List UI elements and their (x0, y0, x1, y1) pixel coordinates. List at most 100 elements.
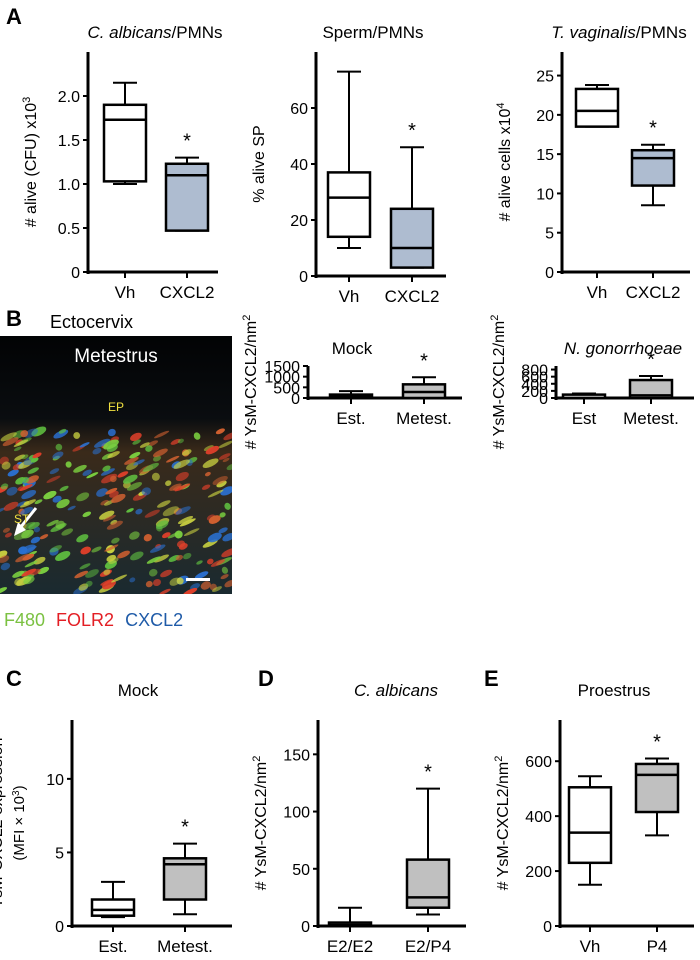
cell-mark (177, 438, 184, 444)
cell-mark (14, 454, 26, 461)
cell-mark (0, 432, 17, 442)
cell-mark (203, 445, 214, 452)
microscopy-texture (0, 336, 232, 594)
cell-mark (52, 495, 62, 503)
y-tick-label: 0 (55, 919, 64, 936)
chart-title: Mock (118, 681, 159, 700)
x-tick-label: Est (572, 409, 597, 428)
y-tick-label: 150 (283, 747, 310, 764)
y-tick-label: 400 (525, 809, 552, 826)
image-overlay-title: Metestrus (74, 346, 158, 367)
box-iqr (326, 171, 372, 239)
x-tick-label: Est. (98, 937, 127, 956)
cell-mark (52, 451, 64, 460)
cell-mark (67, 505, 76, 511)
chart-e1: 0 200 400 600 Vh P4 * Proestrus # YsM-CXCL2/nm2 (493, 681, 694, 956)
y-tick-label: 0 (545, 265, 554, 282)
y-axis-label: # alive (CFU) x103 (21, 97, 40, 228)
y-tick-label: 0 (301, 919, 310, 936)
cell-mark (177, 516, 194, 524)
cell-mark (109, 490, 119, 498)
box-Est. (90, 880, 136, 919)
cell-mark (2, 437, 19, 447)
cell-mark (129, 577, 136, 583)
chart-a3: 0 5 10 15 20 25 Vh CXCL2 * T. vaginalis/PMNs # ali… (495, 23, 690, 302)
x-tick-label: Metest. (396, 409, 452, 428)
y-axis-label: # YsM-CXCL2/nm2 (251, 756, 270, 891)
cell-mark (23, 576, 35, 585)
cell-mark (200, 581, 211, 590)
y-tick-label: 500 (273, 380, 300, 397)
cell-mark (176, 540, 186, 548)
significance-star: * (183, 131, 191, 153)
cell-mark (111, 537, 120, 544)
cell-mark (176, 577, 184, 585)
box-Metest.: * (628, 349, 674, 400)
cell-mark (111, 574, 128, 583)
cell-mark (0, 555, 10, 563)
cell-mark (74, 570, 89, 579)
cell-mark (132, 439, 141, 445)
box-iqr (574, 87, 620, 128)
cell-mark (226, 463, 232, 471)
y-tick-label: 0 (299, 269, 308, 286)
cell-mark (189, 583, 201, 590)
chart-title: Mock (332, 339, 373, 358)
cell-mark (20, 430, 29, 438)
cell-mark (173, 459, 190, 469)
cell-mark (82, 511, 92, 518)
cell-mark (21, 568, 37, 577)
y-tick-label: 40 (290, 157, 308, 174)
x-tick-label: Metest. (157, 937, 213, 956)
significance-star: * (424, 762, 432, 784)
cell-mark (175, 471, 189, 482)
cell-mark (20, 506, 34, 515)
cell-mark (133, 459, 145, 466)
cell-mark (165, 480, 172, 486)
cell-mark (21, 529, 34, 539)
box-iqr (102, 103, 148, 183)
cell-mark (0, 483, 9, 490)
box-CXCL2: * (630, 118, 676, 207)
cell-mark (204, 471, 211, 477)
cell-mark (218, 527, 228, 534)
cell-mark (79, 442, 90, 448)
cell-mark (0, 587, 8, 594)
cell-mark (49, 468, 60, 475)
cell-mark (175, 506, 191, 515)
x-tick-label: Est. (336, 409, 365, 428)
y-tick-label: 20 (290, 213, 308, 230)
significance-star: * (653, 731, 661, 753)
cell-mark (22, 476, 30, 483)
cell-mark (135, 508, 143, 515)
cell-mark (108, 557, 119, 565)
y-tick-label: 0.5 (58, 221, 80, 238)
box-iqr (389, 207, 435, 269)
cell-mark (154, 554, 169, 563)
cell-mark (221, 547, 232, 558)
cell-mark (30, 568, 41, 576)
cell-mark (26, 475, 39, 484)
cell-mark (218, 440, 232, 449)
cell-mark (210, 559, 225, 567)
cell-mark (76, 492, 90, 502)
epithelium-label: EP (108, 400, 125, 414)
chart-a1: 0 0.5 1.0 1.5 2.0 Vh CXCL2 * C. albicans/PMNs # a… (21, 23, 223, 302)
box-E2/P4: * (405, 762, 451, 916)
cell-mark (34, 499, 43, 505)
cell-mark (92, 447, 102, 455)
cell-mark (143, 534, 152, 542)
cell-mark (196, 560, 203, 565)
cell-mark (139, 442, 150, 448)
cell-mark (94, 438, 111, 448)
y-tick-label: 0 (291, 391, 300, 408)
cell-mark (222, 533, 232, 542)
y-tick-label: 600 (521, 370, 548, 387)
cell-mark (0, 562, 11, 571)
y-tick-label: 100 (283, 805, 310, 822)
y-tick-label: 200 (525, 864, 552, 881)
cell-mark (111, 493, 126, 503)
chart-title: T. vaginalis/PMNs (551, 23, 686, 42)
